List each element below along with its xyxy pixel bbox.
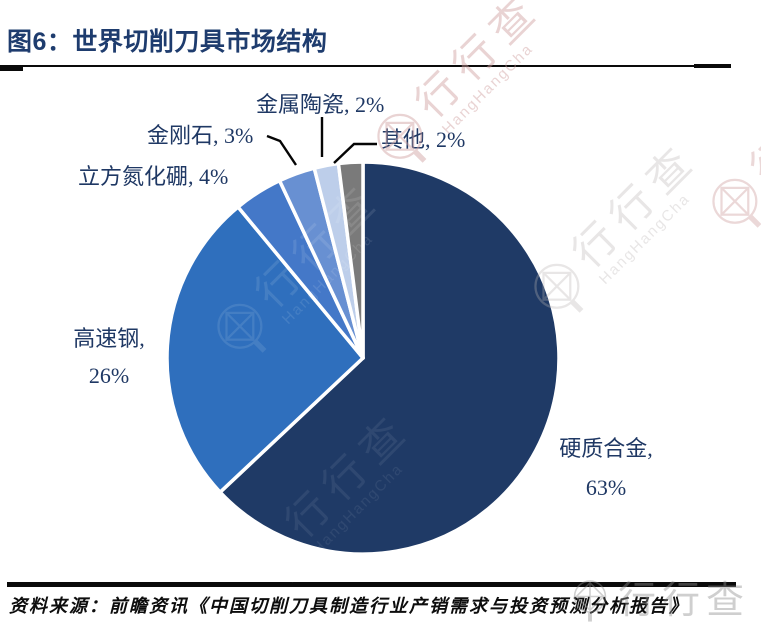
pie-label-diamond: 金刚石, 3%: [147, 123, 254, 148]
pie-label-carbide: 硬质合金, 63%: [542, 429, 670, 507]
pie-chart: [165, 160, 561, 556]
pie-label-carbide-name: 硬质合金,: [559, 436, 653, 461]
pie-label-cbn: 立方氮化硼, 4%: [78, 164, 229, 189]
pie-slice-高速钢: [165, 205, 365, 494]
pie-label-hss-pct: 26%: [88, 363, 130, 388]
watermark-text: 行行查 HangHangCha: [563, 132, 707, 288]
title-rule-left-stub: [0, 67, 23, 71]
pie-label-cermet: 金属陶瓷, 2%: [256, 92, 385, 117]
footer-rule: [7, 582, 736, 587]
pie-label-hss-name: 高速钢,: [73, 326, 145, 351]
figure-title: 图6：世界切削刀具市场结构: [7, 28, 328, 56]
pie-label-carbide-pct: 63%: [585, 475, 627, 500]
pie-label-other: 其他, 2%: [381, 127, 466, 152]
watermark-text: 行行查 HangHangCha: [741, 47, 761, 192]
pie-slice-硬质合金: [218, 160, 561, 556]
watermark-right-edge: 行行查 HangHangCha: [699, 48, 761, 246]
source-note: 资料来源：前瞻资讯《中国切削刀具制造行业产销需求与投资预测分析报告》: [9, 596, 689, 616]
pie-label-hss: 高速钢, 26%: [50, 320, 168, 394]
title-rule-line: [0, 65, 731, 67]
title-rule-right-stub: [694, 63, 731, 68]
hanghangcha-logo-icon: [712, 178, 761, 228]
watermark-text: 行行查 HangHangCha: [406, 0, 550, 138]
